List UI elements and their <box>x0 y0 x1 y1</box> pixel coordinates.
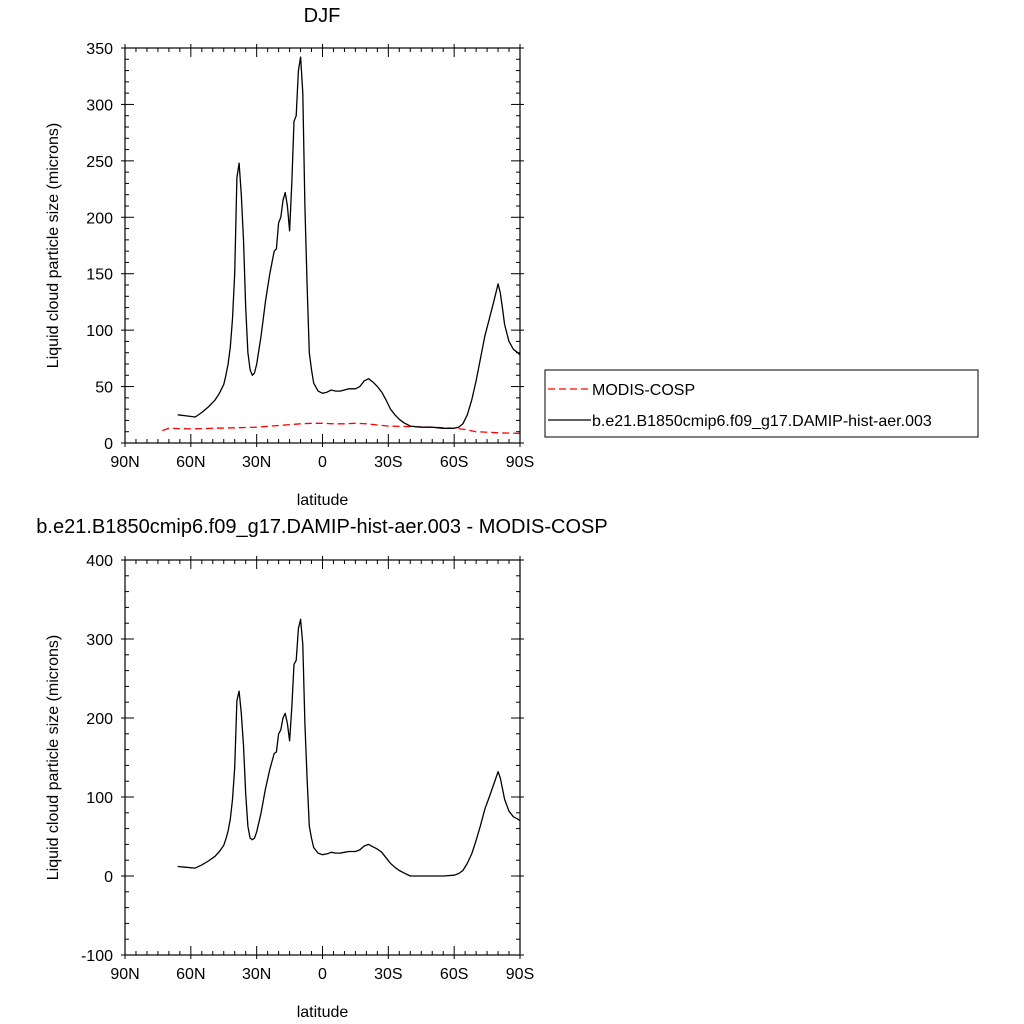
x-tick-label: 60N <box>176 966 205 983</box>
x-axis-label: latitude <box>297 492 349 509</box>
y-tick-label: 350 <box>86 41 113 58</box>
legend-box <box>544 369 979 438</box>
legend: MODIS-COSP b.e21.B1850cmip6.f09_g17.DAMI… <box>544 369 979 438</box>
y-tick-label: 300 <box>86 97 113 114</box>
y-tick-label: 200 <box>86 210 113 227</box>
plot-frame <box>124 47 521 444</box>
x-tick-label: 60S <box>440 454 468 471</box>
chart-title: b.e21.B1850cmip6.f09_g17.DAMIP-hist-aer.… <box>36 516 607 538</box>
y-tick-label: 250 <box>86 154 113 171</box>
y-tick-label: 200 <box>86 711 113 728</box>
y-tick-label: 100 <box>86 790 113 807</box>
axis-ticks: 90N 60N 30N 0 30S 60S 90S 0 50 100 150 200 250 300 350 <box>86 41 534 471</box>
series-line-modis <box>162 422 521 435</box>
legend-label-model: b.e21.B1850cmip6.f09_g17.DAMIP-hist-aer.… <box>592 413 932 430</box>
chart-title: DJF <box>304 5 341 27</box>
plot-frame <box>124 559 521 956</box>
x-tick-label: 30S <box>374 966 402 983</box>
x-tick-label: 90S <box>506 966 534 983</box>
series-line-difference <box>177 618 521 877</box>
series-layer <box>177 618 521 877</box>
panel-bottom: b.e21.B1850cmip6.f09_g17.DAMIP-hist-aer.… <box>36 516 607 1021</box>
x-tick-label: 30S <box>374 454 402 471</box>
y-tick-label: 150 <box>86 267 113 284</box>
x-tick-label: 0 <box>318 966 327 983</box>
y-tick-label: 400 <box>86 553 113 570</box>
y-axis-label: Liquid cloud particle size (microns) <box>45 635 62 880</box>
series-layer <box>162 56 521 435</box>
series-line-model <box>177 56 521 429</box>
x-tick-label: 30N <box>242 966 271 983</box>
axis-ticks: 90N 60N 30N 0 30S 60S 90S -100 0 100 200 300 400 <box>81 553 534 983</box>
y-axis-label: Liquid cloud particle size (microns) <box>45 123 62 368</box>
x-tick-label: 90N <box>110 454 139 471</box>
y-tick-label: 0 <box>104 436 113 453</box>
y-tick-label: 300 <box>86 632 113 649</box>
panel-top: DJF 90N 60N 30N 0 30S 60S 90S 0 50 100 150 200 250 30… <box>45 5 534 509</box>
x-tick-label: 90S <box>506 454 534 471</box>
x-tick-label: 0 <box>318 454 327 471</box>
legend-label-modis: MODIS-COSP <box>592 382 695 399</box>
x-tick-label: 30N <box>242 454 271 471</box>
y-tick-label: 0 <box>104 869 113 886</box>
x-tick-label: 60S <box>440 966 468 983</box>
y-tick-label: 100 <box>86 323 113 340</box>
x-axis-label: latitude <box>297 1004 349 1021</box>
y-tick-label: -100 <box>81 948 113 965</box>
y-tick-label: 50 <box>95 380 113 397</box>
x-tick-label: 90N <box>110 966 139 983</box>
x-tick-label: 60N <box>176 454 205 471</box>
